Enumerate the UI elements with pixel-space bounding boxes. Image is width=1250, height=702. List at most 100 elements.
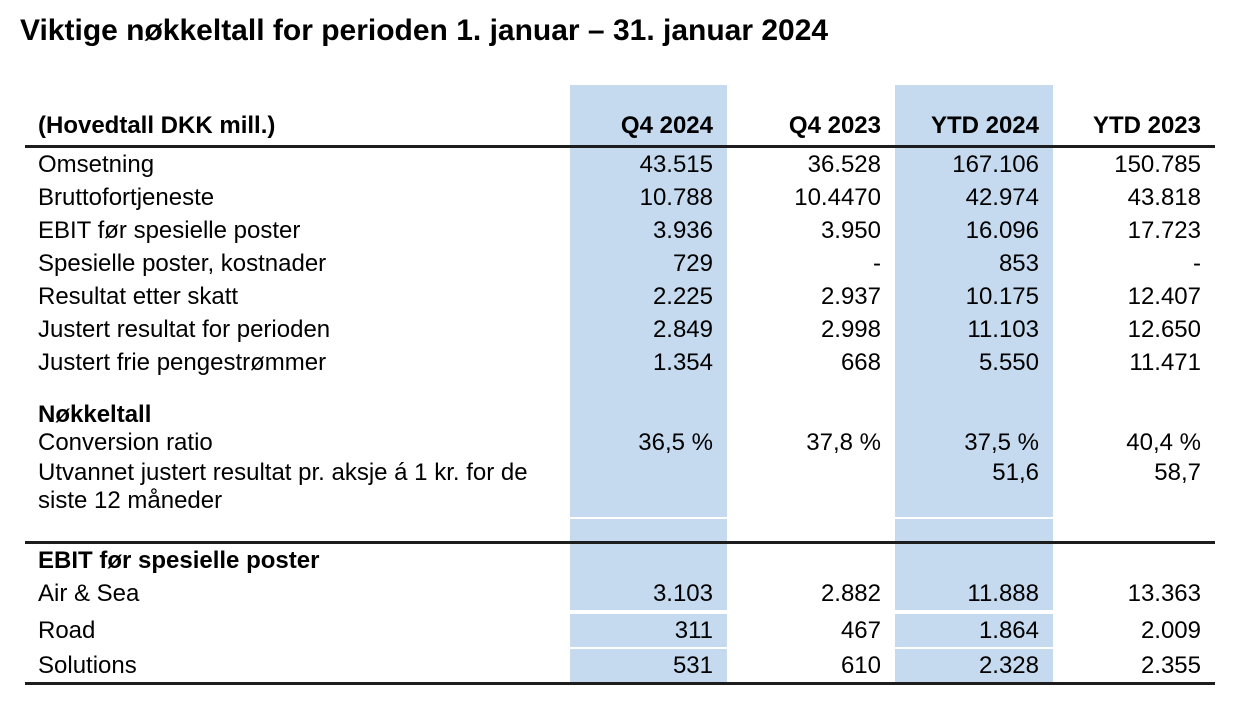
cell-ytd-2023: 43.818 — [1127, 183, 1201, 211]
cell-q4-2023 — [727, 457, 895, 518]
row-justert-frie-pengestr-mmer: Justert frie pengestrømmer 1.354 668 5.550 1… — [25, 346, 1215, 379]
row-label — [25, 517, 570, 543]
cell-ytd-2023: 12.650 — [1127, 315, 1201, 343]
cell-q4-2024: 311 — [570, 610, 727, 648]
cell-q4-2023: - — [873, 249, 881, 277]
cell-q4-2023: 10.4470 — [794, 183, 881, 211]
cell-ytd-2023 — [1053, 401, 1215, 429]
cell-q4-2024: 43.515 — [570, 146, 727, 181]
key-figures-table-wrap: (Hovedtall DKK mill.) Q4 2024 Q4 2023 YTD … — [25, 85, 1215, 685]
column-header-label: (Hovedtall DKK mill.) — [25, 85, 570, 148]
cell-q4-2023: 467 — [727, 610, 895, 648]
row-label: Justert frie pengestrømmer — [38, 348, 327, 376]
row-label: EBIT før spesielle poster — [38, 216, 301, 244]
cell-q4-2023 — [727, 517, 895, 543]
cell-q4-2023 — [727, 379, 895, 401]
row-label: Utvannet justert resultat pr. aksje á 1 … — [38, 459, 528, 514]
row-label: Omsetning — [38, 150, 155, 178]
cell-q4-2023: 668 — [840, 348, 881, 376]
cell-ytd-2024: 167.106 — [895, 146, 1053, 181]
row-label: Nøkkeltall — [38, 401, 152, 428]
cell-ytd-2024: 853 — [895, 247, 1053, 280]
cell-ytd-2024 — [895, 379, 1053, 401]
cell-q4-2023: 2.882 — [820, 579, 881, 607]
column-header-ytd-2023: YTD 2023 — [1053, 85, 1215, 148]
cell-q4-2024: 1.354 — [570, 346, 727, 379]
cell-q4-2024: 729 — [570, 247, 727, 280]
cell-ytd-2024: 37,5 % — [895, 429, 1053, 457]
row-resultat-etter-skatt: Resultat etter skatt 2.225 2.937 10.175 12.4… — [25, 280, 1215, 313]
row-label: Bruttofortjeneste — [38, 183, 215, 211]
cell-ytd-2023: 17.723 — [1127, 216, 1201, 244]
cell-q4-2024: 3.936 — [570, 214, 727, 247]
row-utvannet-justert-resultat-pr-aksje-1-kr-for-de-siste-12-m-neder: Utvannet justert resultat pr. aksje á 1 … — [25, 457, 1215, 518]
key-figures-table: (Hovedtall DKK mill.) Q4 2024 Q4 2023 YTD … — [25, 85, 1215, 685]
cell-ytd-2023: 2.009 — [1053, 610, 1215, 648]
row-label: Conversion ratio — [38, 429, 213, 456]
cell-ytd-2024: 5.550 — [895, 346, 1053, 379]
cell-q4-2023: 2.998 — [820, 315, 881, 343]
row-label: EBIT før spesielle poster — [25, 541, 570, 577]
cell-ytd-2024 — [895, 517, 1053, 543]
cell-q4-2023: 36.528 — [807, 150, 881, 178]
cell-q4-2023 — [727, 401, 895, 429]
spacer-row — [25, 517, 1215, 543]
cell-q4-2024: 10.788 — [570, 181, 727, 214]
cell-ytd-2023: 2.355 — [1053, 647, 1215, 685]
row-n-kkeltall: Nøkkeltall — [25, 401, 1215, 429]
cell-ytd-2024: 1.864 — [895, 610, 1053, 648]
cell-q4-2024: 3.103 — [570, 577, 727, 612]
page-title: Viktige nøkkeltall for perioden 1. janua… — [20, 14, 829, 47]
cell-ytd-2024: 51,6 — [895, 457, 1053, 518]
table-header-row: (Hovedtall DKK mill.) Q4 2024 Q4 2023 YTD … — [25, 85, 1215, 148]
row-spesielle-poster-kostnader: Spesielle poster, kostnader 729-853- — [25, 247, 1215, 280]
row-label: Air & Sea — [38, 579, 140, 607]
cell-ytd-2024 — [895, 541, 1053, 577]
cell-q4-2024: 2.225 — [570, 280, 727, 313]
row-conversion-ratio: Conversion ratio 36,5 % 37,8 % 37,5 % 40,4 % — [25, 429, 1215, 457]
cell-q4-2024 — [570, 541, 727, 577]
cell-ytd-2024: 11.888 — [895, 577, 1053, 612]
cell-q4-2024 — [570, 401, 727, 429]
cell-ytd-2023: 13.363 — [1127, 579, 1201, 607]
row-label — [25, 379, 570, 401]
cell-q4-2023: 2.937 — [820, 282, 881, 310]
cell-q4-2024: 36,5 % — [570, 429, 727, 457]
row-ebit-f-r-spesielle-poster: EBIT før spesielle poster 3.936 3.950 16.09… — [25, 214, 1215, 247]
row-label: Resultat etter skatt — [38, 282, 239, 310]
cell-q4-2024: 531 — [570, 647, 727, 685]
cell-ytd-2024: 11.103 — [895, 313, 1053, 346]
cell-ytd-2023: 40,4 % — [1126, 429, 1201, 456]
row-air-sea: Air & Sea 3.103 2.882 11.888 13.363 — [25, 577, 1215, 612]
cell-q4-2023: 610 — [727, 647, 895, 685]
cell-ytd-2023 — [1053, 379, 1215, 401]
row-label: Solutions — [25, 647, 570, 685]
cell-q4-2024 — [570, 517, 727, 543]
spacer-row — [25, 379, 1215, 401]
cell-q4-2024: 2.849 — [570, 313, 727, 346]
cell-ytd-2023 — [1053, 541, 1215, 577]
row-road: Road 311 467 1.864 2.009 — [25, 610, 1215, 648]
cell-ytd-2024: 2.328 — [895, 647, 1053, 685]
row-label: Road — [25, 610, 570, 648]
cell-q4-2023: 37,8 % — [806, 429, 881, 456]
column-header-q4-2023: Q4 2023 — [727, 85, 895, 148]
row-label: Spesielle poster, kostnader — [38, 249, 327, 277]
column-header-q4-2024: Q4 2024 — [570, 85, 727, 148]
cell-q4-2023: 3.950 — [820, 216, 881, 244]
cell-ytd-2024 — [895, 401, 1053, 429]
cell-q4-2023 — [727, 541, 895, 577]
cell-q4-2024 — [570, 379, 727, 401]
row-justert-resultat-for-perioden: Justert resultat for perioden 2.849 2.998 1… — [25, 313, 1215, 346]
cell-ytd-2024: 16.096 — [895, 214, 1053, 247]
row-label: Justert resultat for perioden — [38, 315, 331, 343]
row-omsetning: Omsetning 43.515 36.528 167.106 150.785 — [25, 146, 1215, 181]
cell-q4-2024 — [570, 457, 727, 518]
row-ebit-f-r-spesielle-poster: EBIT før spesielle poster — [25, 541, 1215, 577]
cell-ytd-2023: 12.407 — [1127, 282, 1201, 310]
cell-ytd-2023: 11.471 — [1129, 348, 1201, 376]
row-bruttofortjeneste: Bruttofortjeneste 10.788 10.4470 42.974 43.8… — [25, 181, 1215, 214]
column-header-ytd-2024: YTD 2024 — [895, 85, 1053, 148]
cell-ytd-2023: 150.785 — [1114, 150, 1201, 178]
